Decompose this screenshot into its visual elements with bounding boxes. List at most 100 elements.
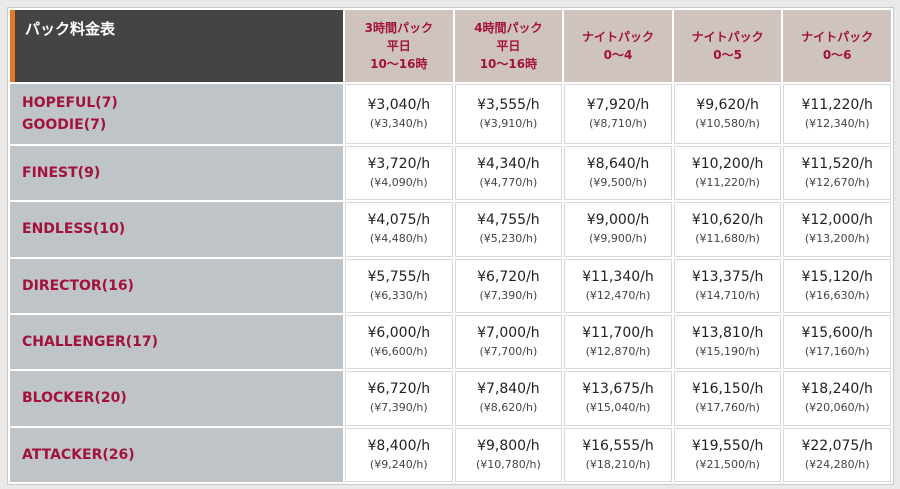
price-main: ¥19,550/h	[691, 437, 764, 454]
price-cell: ¥19,550/h (¥21,500/h)	[673, 427, 782, 482]
price-cell: ¥7,000/h (¥7,700/h)	[454, 314, 563, 370]
column-header-line: 10～16時	[370, 57, 428, 71]
price-cell: ¥11,700/h (¥12,870/h)	[564, 314, 672, 370]
price-main: ¥11,220/h	[801, 96, 873, 113]
price-tax-included: (¥15,190/h)	[695, 345, 760, 359]
price-cell: ¥11,340/h (¥12,470/h)	[564, 258, 672, 313]
price-tax-included: (¥8,620/h)	[479, 401, 538, 415]
table-title: パック料金表	[10, 10, 343, 82]
price-cell: ¥6,720/h (¥7,390/h)	[345, 371, 453, 426]
price-tax-included: (¥9,240/h)	[369, 457, 428, 471]
price-main: ¥18,240/h	[801, 381, 873, 398]
price-cell: ¥6,000/h (¥6,600/h)	[345, 314, 453, 370]
price-cell: ¥10,200/h (¥11,220/h)	[673, 145, 782, 201]
table-row: HOPEFUL(7) GOODIE(7) ¥3,040/h (¥3,340/h) ¥3,…	[10, 84, 891, 144]
price-cell: ¥11,220/h (¥12,340/h)	[783, 84, 891, 144]
price-tax-included: (¥21,500/h)	[695, 457, 760, 471]
price-cell: ¥6,720/h (¥7,390/h)	[454, 258, 563, 313]
price-main: ¥11,520/h	[801, 155, 873, 172]
price-tax-included: (¥3,910/h)	[479, 116, 538, 130]
price-main: ¥15,120/h	[801, 268, 873, 285]
room-name: HOPEFUL(7)	[22, 94, 118, 111]
price-tax-included: (¥13,200/h)	[804, 232, 870, 246]
room-name: ATTACKER(26)	[22, 446, 135, 463]
room-name-cell: HOPEFUL(7) GOODIE(7)	[10, 84, 343, 144]
price-main: ¥16,150/h	[691, 381, 764, 398]
pack-price-table-container: パック料金表 3時間パック 平日 10～16時 4時間パック 平日 10～16時 ナイトパッ…	[7, 7, 894, 485]
column-header-line: 平日	[496, 39, 521, 53]
price-main: ¥4,755/h	[477, 212, 540, 229]
table-row: ENDLESS(10) ¥4,075/h (¥4,480/h) ¥4,755/h (¥5…	[10, 202, 891, 257]
table-header-row: パック料金表 3時間パック 平日 10～16時 4時間パック 平日 10～16時 ナイトパッ…	[10, 10, 891, 82]
price-tax-included: (¥7,390/h)	[479, 288, 538, 302]
table-row: CHALLENGER(17) ¥6,000/h (¥6,600/h) ¥7,000/h…	[10, 314, 891, 370]
room-name-cell: DIRECTOR(16)	[10, 258, 343, 313]
price-main: ¥3,555/h	[477, 96, 540, 113]
price-tax-included: (¥10,580/h)	[695, 116, 760, 130]
price-cell: ¥4,755/h (¥5,230/h)	[454, 202, 563, 257]
price-cell: ¥11,520/h (¥12,670/h)	[783, 145, 891, 201]
price-main: ¥7,000/h	[477, 325, 540, 342]
column-header-line: ナイトパック	[691, 30, 764, 44]
price-cell: ¥12,000/h (¥13,200/h)	[783, 202, 891, 257]
price-cell: ¥22,075/h (¥24,280/h)	[783, 427, 891, 482]
price-cell: ¥15,600/h (¥17,160/h)	[783, 314, 891, 370]
price-tax-included: (¥9,900/h)	[589, 232, 647, 246]
price-cell: ¥8,400/h (¥9,240/h)	[345, 427, 453, 482]
column-header-line: 0～4	[603, 48, 633, 62]
price-main: ¥10,620/h	[691, 212, 764, 229]
price-tax-included: (¥12,340/h)	[804, 116, 870, 130]
price-cell: ¥8,640/h (¥9,500/h)	[564, 145, 672, 201]
price-main: ¥8,400/h	[367, 437, 431, 454]
price-cell: ¥4,340/h (¥4,770/h)	[454, 145, 563, 201]
room-name: ENDLESS(10)	[22, 221, 126, 238]
column-header-line: 0～5	[713, 48, 742, 62]
price-main: ¥9,620/h	[696, 96, 759, 113]
price-tax-included: (¥5,230/h)	[479, 232, 538, 246]
price-tax-included: (¥3,340/h)	[369, 116, 428, 130]
price-tax-included: (¥7,390/h)	[369, 401, 428, 415]
price-cell: ¥16,150/h (¥17,760/h)	[673, 371, 782, 426]
price-cell: ¥3,720/h (¥4,090/h)	[345, 145, 453, 201]
price-tax-included: (¥12,870/h)	[585, 345, 651, 359]
price-main: ¥11,340/h	[582, 268, 654, 285]
price-cell: ¥13,375/h (¥14,710/h)	[673, 258, 782, 313]
price-cell: ¥18,240/h (¥20,060/h)	[783, 371, 891, 426]
price-tax-included: (¥7,700/h)	[479, 345, 538, 359]
price-tax-included: (¥8,710/h)	[589, 116, 647, 130]
column-header-4: ナイトパック 0～6	[783, 10, 891, 82]
table-row: BLOCKER(20) ¥6,720/h (¥7,390/h) ¥7,840/h (¥8…	[10, 371, 891, 426]
price-tax-included: (¥11,220/h)	[695, 175, 760, 189]
price-main: ¥13,675/h	[582, 381, 654, 398]
price-cell: ¥13,810/h (¥15,190/h)	[673, 314, 782, 370]
room-name-cell: BLOCKER(20)	[10, 371, 343, 426]
price-cell: ¥3,555/h (¥3,910/h)	[454, 84, 563, 144]
table-row: ATTACKER(26) ¥8,400/h (¥9,240/h) ¥9,800/h (¥…	[10, 427, 891, 482]
price-tax-included: (¥15,040/h)	[585, 401, 651, 415]
price-cell: ¥16,555/h (¥18,210/h)	[564, 427, 672, 482]
price-tax-included: (¥17,160/h)	[804, 345, 870, 359]
price-tax-included: (¥6,600/h)	[369, 345, 428, 359]
column-header-line: 4時間パック	[474, 21, 543, 35]
price-main: ¥8,640/h	[586, 155, 650, 172]
price-cell: ¥15,120/h (¥16,630/h)	[783, 258, 891, 313]
price-cell: ¥9,800/h (¥10,780/h)	[454, 427, 563, 482]
price-tax-included: (¥12,470/h)	[585, 288, 651, 302]
column-header-3: ナイトパック 0～5	[673, 10, 782, 82]
price-cell: ¥9,620/h (¥10,580/h)	[673, 84, 782, 144]
column-header-2: ナイトパック 0～4	[564, 10, 672, 82]
table-row: DIRECTOR(16) ¥5,755/h (¥6,330/h) ¥6,720/h (¥…	[10, 258, 891, 313]
column-header-line: 10～16時	[479, 57, 538, 71]
price-cell: ¥9,000/h (¥9,900/h)	[564, 202, 672, 257]
price-cell: ¥10,620/h (¥11,680/h)	[673, 202, 782, 257]
price-main: ¥11,700/h	[582, 325, 654, 342]
price-tax-included: (¥17,760/h)	[695, 401, 760, 415]
room-name-cell: FINEST(9)	[10, 145, 343, 201]
price-tax-included: (¥9,500/h)	[589, 175, 647, 189]
price-main: ¥15,600/h	[801, 325, 873, 342]
price-cell: ¥7,920/h (¥8,710/h)	[564, 84, 672, 144]
price-main: ¥3,040/h	[367, 96, 431, 113]
room-name: BLOCKER(20)	[22, 390, 127, 407]
price-main: ¥9,800/h	[477, 437, 540, 454]
column-header-line: 0～6	[822, 48, 852, 62]
